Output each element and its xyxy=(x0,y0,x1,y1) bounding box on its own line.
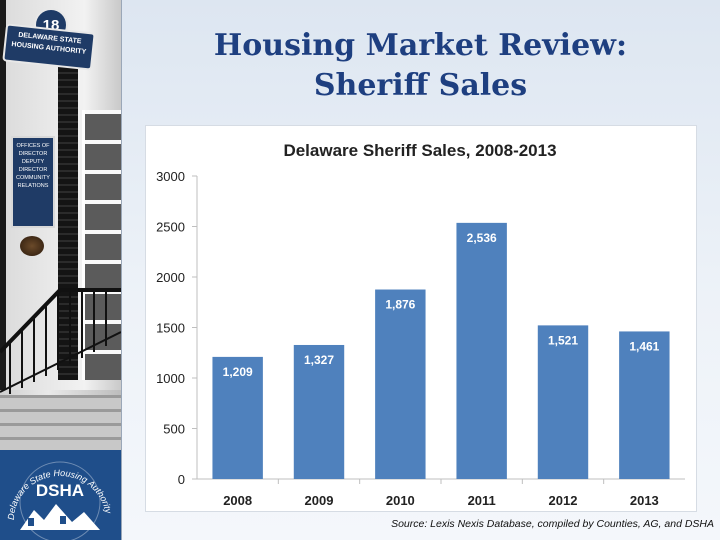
window-shutter xyxy=(58,60,78,380)
dsha-logo: Delaware State Housing Authority DSHA xyxy=(0,450,121,540)
y-tick-label: 1000 xyxy=(156,371,185,386)
bar-2010 xyxy=(375,289,426,479)
y-tick-label: 500 xyxy=(163,422,185,437)
bar-2012 xyxy=(537,325,589,479)
slide-title: Housing Market Review: Sheriff Sales xyxy=(121,26,720,106)
x-tick-label: 2012 xyxy=(549,493,578,508)
dsha-logo-graphic: Delaware State Housing Authority DSHA xyxy=(6,461,114,540)
bar-2009 xyxy=(293,344,345,479)
bar-chart: Delaware Sheriff Sales, 2008-2013 0 500 10… xyxy=(156,141,685,508)
wall-medallion xyxy=(20,236,44,256)
bar-value-label: 1,876 xyxy=(385,298,415,312)
x-tick-label: 2008 xyxy=(223,493,252,508)
plaque-line: DIRECTOR xyxy=(18,151,48,157)
plaque-line: OFFICES OF xyxy=(16,143,50,149)
office-plaque: OFFICES OF DIRECTOR DEPUTY DIRECTOR COMM… xyxy=(11,136,55,228)
bar-value-label: 1,461 xyxy=(629,339,659,353)
x-tick-label: 2009 xyxy=(305,493,334,508)
bar-value-label: 1,209 xyxy=(223,365,253,379)
y-tick-label: 0 xyxy=(178,472,185,487)
slide-title-line1: Housing Market Review: xyxy=(213,28,628,63)
bar-series: 1,209 1,327 1,876 2,536 1,521 1,461 xyxy=(212,222,670,479)
logo-initials: DSHA xyxy=(36,481,84,500)
bar-2008 xyxy=(212,356,263,479)
y-tick-label: 2000 xyxy=(156,270,185,285)
bar-value-label: 2,536 xyxy=(467,231,497,245)
y-tick-label: 1500 xyxy=(156,321,185,336)
source-note: Source: Lexis Nexis Database, compiled b… xyxy=(391,518,714,530)
chart-title: Delaware Sheriff Sales, 2008-2013 xyxy=(283,141,556,160)
y-axis: 0 500 1000 1500 2000 2500 3000 xyxy=(156,169,198,487)
plaque-line: DEPUTY DIRECTOR xyxy=(18,159,48,173)
x-axis: 2008 2009 2010 2011 2012 2013 xyxy=(197,478,685,508)
entry-steps xyxy=(0,395,121,450)
x-tick-label: 2013 xyxy=(630,493,659,508)
chart-panel: Delaware Sheriff Sales, 2008-2013 0 500 10… xyxy=(145,125,697,512)
slide-title-line2: Sheriff Sales xyxy=(313,68,528,103)
bar-2013 xyxy=(619,331,670,479)
x-tick-label: 2010 xyxy=(386,493,415,508)
building-photo: 18 DELAWARE STATE HOUSING AUTHORITY OFFI… xyxy=(0,0,122,540)
x-tick-label: 2011 xyxy=(468,493,496,508)
bar-value-label: 1,327 xyxy=(304,353,334,367)
plaque-line: COMMUNITY RELATIONS xyxy=(16,175,50,189)
bar-2011 xyxy=(456,222,507,479)
y-tick-label: 2500 xyxy=(156,220,185,235)
stair-railing xyxy=(0,288,121,394)
bar-value-label: 1,521 xyxy=(548,333,578,347)
y-tick-label: 3000 xyxy=(156,169,185,184)
